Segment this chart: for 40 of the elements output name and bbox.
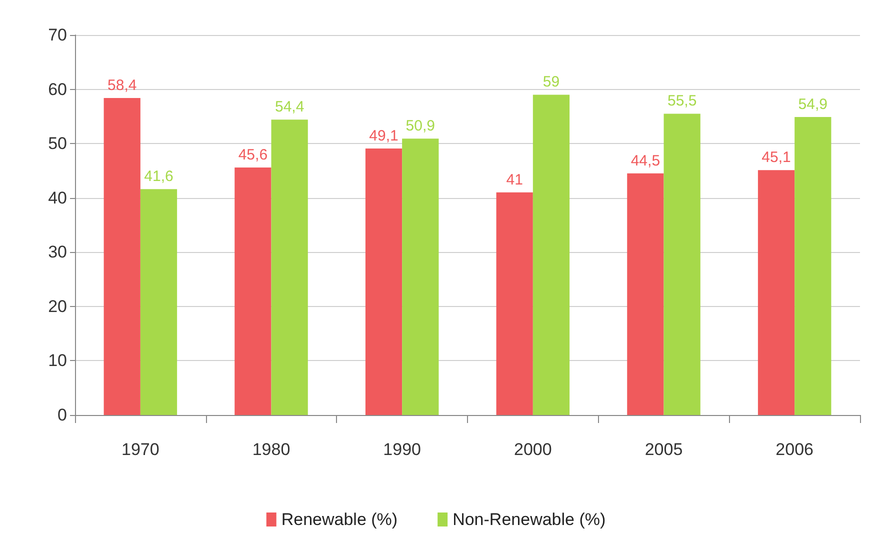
y-tick-label: 30 bbox=[48, 242, 67, 262]
bar bbox=[496, 192, 533, 415]
data-label: 45,1 bbox=[762, 149, 791, 166]
y-tick-label: 0 bbox=[58, 406, 67, 424]
bar bbox=[664, 114, 700, 415]
data-label: 41,6 bbox=[144, 168, 174, 186]
bar bbox=[402, 138, 439, 415]
data-label: 54,4 bbox=[274, 98, 304, 116]
bar bbox=[271, 120, 308, 415]
bar bbox=[532, 94, 570, 415]
bar bbox=[365, 148, 402, 415]
y-tick-label: 50 bbox=[48, 134, 67, 154]
x-tick-label: 1990 bbox=[383, 440, 421, 459]
data-label: 44,5 bbox=[630, 152, 660, 170]
data-label: 58,4 bbox=[108, 76, 137, 94]
data-label: 55,5 bbox=[667, 92, 697, 110]
data-label: 54,9 bbox=[798, 96, 828, 113]
x-tick-label: 2000 bbox=[514, 440, 552, 459]
bar bbox=[794, 116, 832, 415]
x-tick-label: 1980 bbox=[252, 440, 290, 459]
bar bbox=[234, 167, 272, 415]
y-tick-label: 60 bbox=[48, 80, 67, 99]
data-label: 49,1 bbox=[369, 127, 398, 144]
data-label: 59 bbox=[542, 74, 560, 91]
x-tick-label: 2006 bbox=[776, 440, 814, 459]
x-tick-label: 1970 bbox=[122, 440, 160, 459]
legend-label: Non-Renewable (%) bbox=[452, 510, 606, 529]
data-label: 50,9 bbox=[406, 118, 435, 135]
bar bbox=[104, 98, 140, 415]
bar bbox=[140, 189, 178, 415]
y-tick-label: 70 bbox=[48, 26, 67, 44]
y-tick-label: 20 bbox=[48, 296, 67, 316]
legend-label: Renewable (%) bbox=[281, 510, 398, 529]
y-tick-label: 40 bbox=[48, 188, 67, 208]
bar bbox=[627, 173, 664, 415]
bar bbox=[758, 170, 795, 415]
data-label: 41 bbox=[506, 171, 523, 188]
x-tick-label: 2005 bbox=[644, 440, 683, 459]
y-tick-label: 10 bbox=[48, 351, 67, 370]
data-label: 45,6 bbox=[238, 146, 268, 164]
